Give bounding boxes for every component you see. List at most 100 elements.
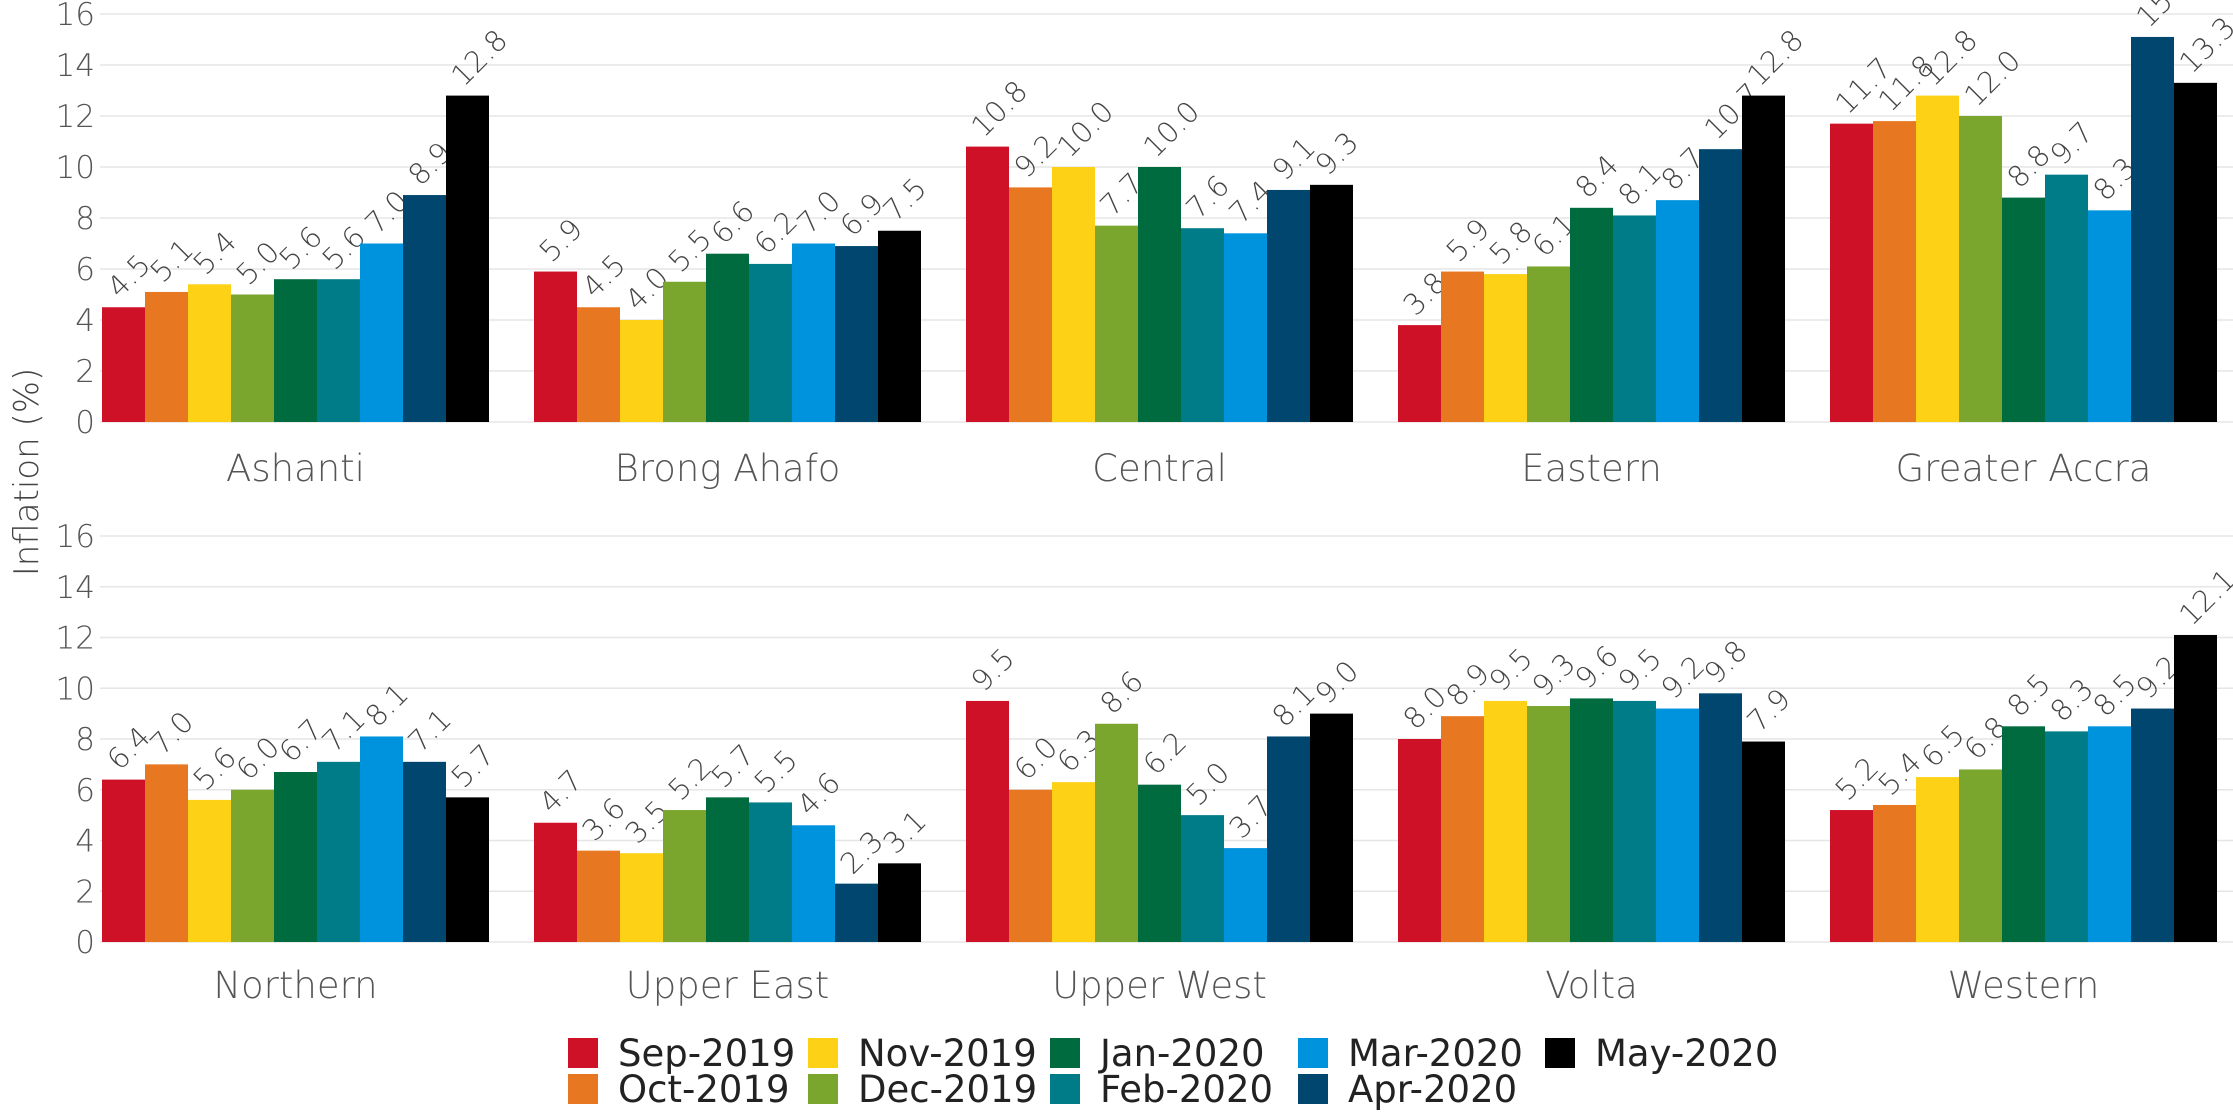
bar <box>2002 197 2045 422</box>
bar <box>1398 739 1441 942</box>
bar <box>1699 693 1742 942</box>
bar <box>792 825 835 942</box>
data-label: 9.3 <box>1308 125 1365 182</box>
bar <box>966 146 1009 422</box>
legend-label: Nov-2019 <box>858 1032 1037 1075</box>
region-label: Volta <box>1545 964 1638 1007</box>
data-label: 5.9 <box>532 212 589 269</box>
bar <box>2045 174 2088 422</box>
bar <box>1873 804 1916 942</box>
bar <box>102 779 145 942</box>
bar <box>1224 848 1267 942</box>
bar <box>2131 708 2174 942</box>
bar <box>1138 784 1181 942</box>
data-label: 15.1 <box>2129 0 2199 34</box>
data-label: 8.6 <box>1093 664 1150 721</box>
bar <box>620 320 663 422</box>
bar <box>102 307 145 422</box>
bar <box>706 797 749 942</box>
y-tick-label: 16 <box>56 0 95 33</box>
data-label: 4.7 <box>532 763 589 820</box>
region-label: Northern <box>213 964 377 1007</box>
bar <box>403 761 446 942</box>
bar <box>360 243 403 422</box>
y-tick-label: 12 <box>56 99 95 135</box>
bar <box>446 797 489 942</box>
data-label: 9.5 <box>1611 641 1668 698</box>
data-label: 10.0 <box>1136 94 1206 164</box>
data-label: 6.2 <box>1136 725 1193 782</box>
data-label: 5.9 <box>1439 212 1496 269</box>
bar <box>1441 271 1484 422</box>
bar <box>360 736 403 942</box>
region-label: Brong Ahafo <box>615 447 841 490</box>
bar <box>1613 215 1656 422</box>
data-label: 7.6 <box>1179 168 1236 225</box>
bar <box>620 853 663 942</box>
bar <box>274 279 317 422</box>
bar <box>1656 200 1699 422</box>
bar <box>792 243 835 422</box>
bar <box>1009 789 1052 942</box>
bar <box>2174 634 2217 942</box>
bar <box>1699 149 1742 422</box>
data-label: 8.5 <box>2000 667 2057 724</box>
y-tick-label: 8 <box>75 201 95 237</box>
bar <box>317 761 360 942</box>
legend-label: Sep-2019 <box>618 1032 795 1075</box>
data-label: 13.3 <box>2172 10 2233 80</box>
bar <box>1484 274 1527 422</box>
data-label: 9.8 <box>1697 634 1754 691</box>
bar <box>1613 700 1656 942</box>
bar <box>878 230 921 422</box>
bar <box>1484 700 1527 942</box>
bar <box>1095 225 1138 422</box>
data-label: 12.1 <box>2172 562 2233 632</box>
legend-item: Jan-2020 <box>1050 1032 1265 1075</box>
data-label: 9.6 <box>1568 639 1625 696</box>
bar <box>231 294 274 422</box>
bar <box>145 291 188 422</box>
bar <box>1224 233 1267 422</box>
data-label: 3.6 <box>575 791 632 848</box>
region-label: Upper West <box>1052 964 1267 1007</box>
bar <box>749 263 792 422</box>
bar <box>1656 708 1699 942</box>
bar <box>2174 82 2217 422</box>
bar <box>188 799 231 942</box>
data-label: 9.5 <box>1482 641 1539 698</box>
legend-label: Apr-2020 <box>1348 1068 1517 1111</box>
y-tick-label: 4 <box>75 303 95 339</box>
y-tick-label: 14 <box>56 570 95 606</box>
panel-1: 02468101214164.55.15.45.05.65.67.08.912.… <box>56 0 2233 490</box>
bar <box>1441 716 1484 942</box>
bar <box>663 281 706 422</box>
bar <box>188 284 231 422</box>
legend-item: Dec-2019 <box>808 1068 1037 1111</box>
legend-swatch <box>1050 1074 1080 1104</box>
bar <box>966 700 1009 942</box>
legend-label: Jan-2020 <box>1098 1032 1265 1075</box>
bar <box>1916 95 1959 422</box>
bar <box>534 271 577 422</box>
bar <box>1052 167 1095 422</box>
bar <box>1916 777 1959 942</box>
y-tick-label: 10 <box>56 150 95 186</box>
bar <box>1570 698 1613 942</box>
data-label: 12.8 <box>1740 23 1810 93</box>
legend-item: Oct-2019 <box>568 1068 790 1111</box>
bar <box>2002 726 2045 942</box>
bar <box>403 195 446 422</box>
legend-swatch <box>568 1074 598 1104</box>
legend-item: Sep-2019 <box>568 1032 795 1075</box>
bar <box>663 810 706 942</box>
